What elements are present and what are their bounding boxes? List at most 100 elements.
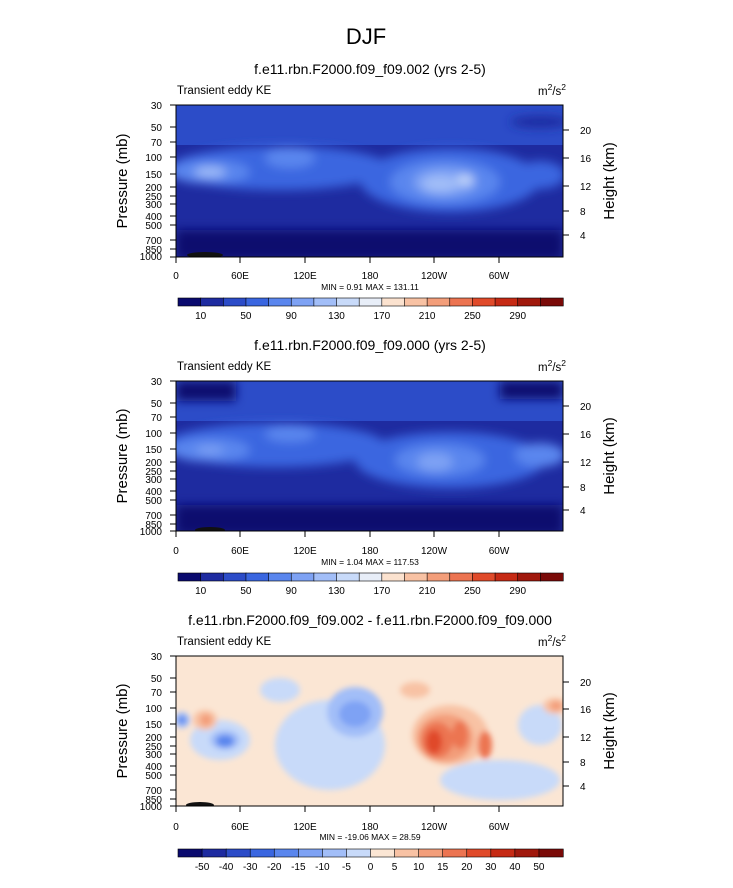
figure-title: DJF <box>346 24 386 49</box>
x-tick: 120W <box>421 271 448 282</box>
y-tick: 200 <box>145 458 162 469</box>
colorbar-swatch <box>449 572 474 582</box>
colorbar-label: 290 <box>509 586 526 597</box>
panel-3-x-tickmarks <box>175 806 500 812</box>
colorbar-swatch <box>222 572 247 582</box>
y-tick: 30 <box>151 377 163 388</box>
y-tick: 100 <box>145 704 162 715</box>
colorbar-swatch <box>494 572 519 582</box>
y2-tick: 16 <box>580 705 592 716</box>
colorbar-swatch <box>201 848 227 858</box>
colorbar-label: 0 <box>368 862 374 873</box>
colorbar-swatch <box>538 848 564 858</box>
y-tick: 300 <box>145 475 162 486</box>
panel-1-x-ticks: 0 60E 120E 180 120W 60W <box>173 271 510 282</box>
colorbar-swatch <box>472 297 496 307</box>
panel-1-y2-ticks: 20 16 12 8 4 <box>580 126 592 242</box>
y-tick: 50 <box>151 674 163 685</box>
panel-2-subtitle: Transient eddy KE <box>177 361 272 373</box>
colorbar-swatch <box>540 572 564 582</box>
colorbar-swatch <box>222 297 247 307</box>
colorbar-swatch <box>426 572 451 582</box>
colorbar-swatch <box>404 297 428 307</box>
colorbar-label: -40 <box>219 862 234 873</box>
y-tick: 300 <box>145 200 162 211</box>
panel-2-y2-ticks: 20 16 12 8 4 <box>580 402 592 517</box>
x-tick: 60W <box>489 546 510 557</box>
colorbar-label: 30 <box>485 862 497 873</box>
y-tick: 200 <box>145 183 162 194</box>
colorbar-label: 10 <box>195 311 207 322</box>
x-tick: 0 <box>173 546 179 557</box>
panel-3-y-ticks: 30 50 70 100 150 200 250 300 400 500 700… <box>140 652 163 813</box>
panel-2: f.e11.rbn.F2000.f09_f09.000 (yrs 2-5) Tr… <box>114 337 618 597</box>
y-tick: 400 <box>145 487 162 498</box>
y-tick: 100 <box>145 153 162 164</box>
y2-tick: 16 <box>580 430 592 441</box>
colorbar-swatch <box>472 572 496 582</box>
panel-2-y-tickmarks <box>170 380 569 532</box>
panel-1-colorbar: 10 50 90 130 170 210 250 290 <box>177 297 564 322</box>
x-tick: 120W <box>421 546 448 557</box>
colorbar-label: 50 <box>533 862 545 873</box>
panel-1: f.e11.rbn.F2000.f09_f09.002 (yrs 2-5) Tr… <box>114 61 618 322</box>
y2-tick: 20 <box>580 402 592 413</box>
panel-3-y-tickmarks <box>170 655 569 807</box>
colorbar-swatch <box>358 297 383 307</box>
y-tick: 150 <box>145 720 162 731</box>
panel-1-subtitle: Transient eddy KE <box>177 85 272 97</box>
x-tick: 60E <box>231 546 249 557</box>
y-tick: 1000 <box>140 252 163 263</box>
y-tick: 700 <box>145 236 162 247</box>
panel-2-x-tickmarks <box>175 531 500 537</box>
colorbar-label: 40 <box>509 862 521 873</box>
colorbar-swatch <box>336 297 360 307</box>
colorbar-swatch <box>358 572 383 582</box>
y-tick: 850 <box>145 795 162 806</box>
panel-2-stats: MIN = 1.04 MAX = 117.53 <box>321 557 419 567</box>
y2-tick: 12 <box>580 458 592 469</box>
colorbar-swatch <box>245 297 270 307</box>
panel-2-ylabel: Pressure (mb) <box>114 408 131 503</box>
colorbar-swatch <box>177 297 202 307</box>
colorbar-swatch <box>313 572 338 582</box>
panel-1-title: f.e11.rbn.F2000.f09_f09.002 (yrs 2-5) <box>254 61 486 77</box>
colorbar-swatch <box>290 572 315 582</box>
colorbar-label: 170 <box>373 311 390 322</box>
y-tick: 150 <box>145 445 162 456</box>
panel-1-stats: MIN = 0.91 MAX = 131.11 <box>321 282 419 292</box>
x-tick: 120E <box>293 271 317 282</box>
colorbar-swatch <box>449 297 474 307</box>
y-tick: 400 <box>145 762 162 773</box>
y2-tick: 12 <box>580 733 592 744</box>
colorbar-swatch <box>273 848 299 858</box>
x-tick: 180 <box>362 822 379 833</box>
panel-1-units: m2/s2 <box>538 82 566 98</box>
x-tick: 180 <box>362 271 379 282</box>
y2-tick: 20 <box>580 678 592 689</box>
y-tick: 70 <box>151 413 163 424</box>
panel-2-x-ticks: 0 60E 120E 180 120W 60W <box>173 546 510 557</box>
panel-3-stats: MIN = -19.06 MAX = 28.59 <box>319 832 420 842</box>
colorbar-label: -5 <box>342 862 351 873</box>
panel-2-colorbar: 10 50 90 130 170 210 250 290 <box>177 572 564 597</box>
colorbar-label: 250 <box>464 311 481 322</box>
panel-2-y-ticks: 30 50 70 100 150 200 250 300 400 500 700… <box>140 377 163 538</box>
panel-3-y2-ticks: 20 16 12 8 4 <box>580 678 592 793</box>
x-tick: 0 <box>173 822 179 833</box>
panel-3: f.e11.rbn.F2000.f09_f09.002 - f.e11.rbn.… <box>114 612 618 873</box>
panel-3-colorbar: -50 -40 -30 -20 -15 -10 -5 0 5 10 15 20 30 40 50 <box>177 848 564 873</box>
colorbar-label: 130 <box>328 586 345 597</box>
y-tick: 70 <box>151 688 163 699</box>
panel-3-x-ticks: 0 60E 120E 180 120W 60W <box>173 822 510 833</box>
colorbar-swatch <box>370 848 396 858</box>
y2-tick: 4 <box>580 782 586 793</box>
colorbar-swatch <box>394 848 420 858</box>
y-tick: 30 <box>151 652 163 663</box>
colorbar-swatch <box>313 297 338 307</box>
y-tick: 50 <box>151 399 163 410</box>
y-tick: 250 <box>145 467 162 478</box>
y-tick: 250 <box>145 742 162 753</box>
colorbar-label: 290 <box>509 311 526 322</box>
